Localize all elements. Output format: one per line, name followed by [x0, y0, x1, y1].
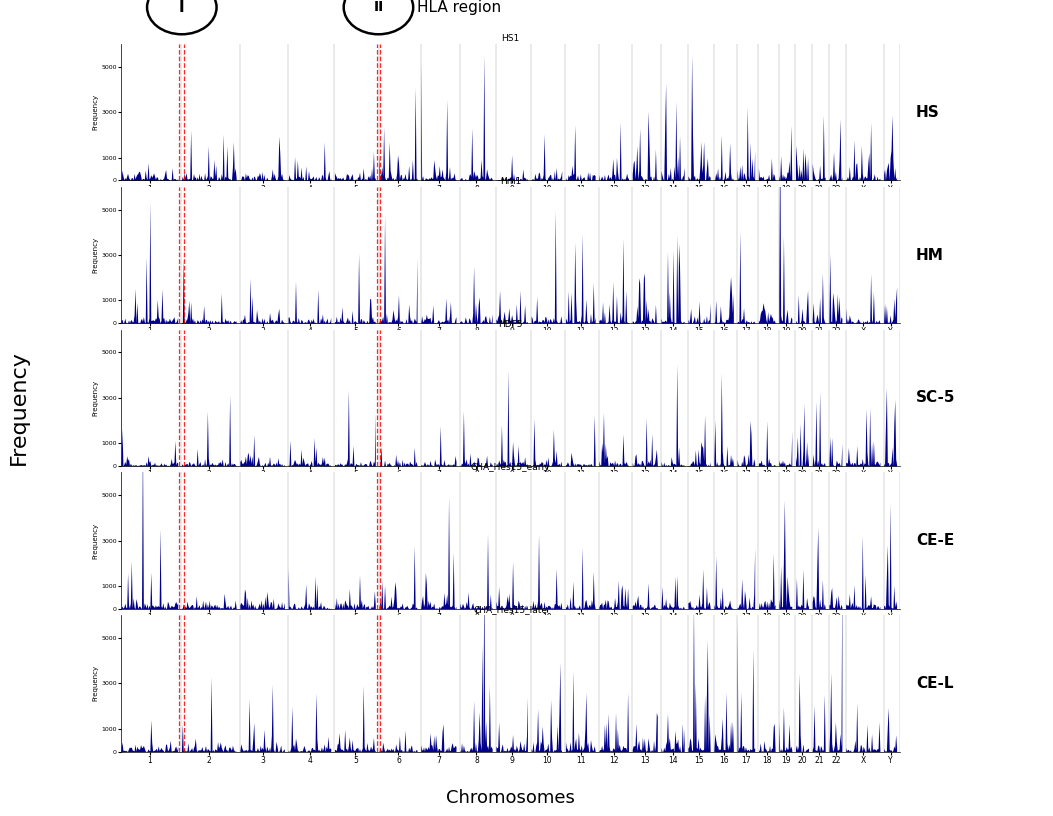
Text: I: I: [179, 0, 184, 15]
Title: HDF5: HDF5: [498, 320, 523, 329]
Text: CE-E: CE-E: [916, 533, 954, 548]
Title: CHA_Hes15_early: CHA_Hes15_early: [471, 463, 551, 472]
Y-axis label: Frequency: Frequency: [93, 94, 99, 131]
Text: HS: HS: [916, 104, 940, 120]
Text: II: II: [374, 0, 383, 15]
Title: Hm1: Hm1: [500, 177, 521, 186]
Text: SC-5: SC-5: [916, 390, 956, 406]
Text: HM: HM: [916, 247, 943, 263]
Y-axis label: Frequency: Frequency: [93, 379, 99, 416]
Y-axis label: Frequency: Frequency: [93, 665, 99, 702]
Text: HLA region: HLA region: [417, 0, 501, 15]
Text: CE-L: CE-L: [916, 676, 954, 691]
Y-axis label: Frequency: Frequency: [93, 237, 99, 273]
Y-axis label: Frequency: Frequency: [93, 522, 99, 559]
Text: Frequency: Frequency: [9, 351, 28, 465]
Title: CHA_Hes15_late: CHA_Hes15_late: [474, 605, 548, 614]
Title: HS1: HS1: [501, 34, 520, 43]
Text: Chromosomes: Chromosomes: [446, 789, 575, 807]
